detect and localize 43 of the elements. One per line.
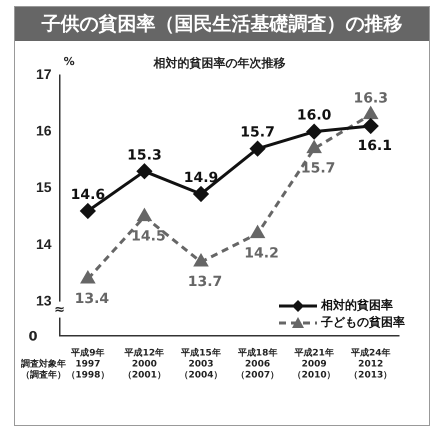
data-label: 15.7 [240, 124, 275, 141]
point [194, 186, 208, 202]
legend-label: 子どもの貧困率 [321, 314, 405, 331]
x-tick-label: 平成15年 2003 （2004） [179, 348, 223, 381]
y-tick-label: 13 [36, 292, 52, 308]
data-label: 13.7 [188, 274, 222, 290]
data-label: 16.3 [353, 90, 388, 107]
point [136, 164, 152, 179]
data-label: 14.5 [131, 228, 166, 245]
chart-subtitle: 相対的貧困率の年次推移 [152, 56, 286, 70]
x-tick-label: 平成24年 2012 （2013） [349, 348, 392, 381]
y-tick-label: 16 [36, 122, 52, 139]
point [307, 141, 321, 154]
chart-title: 子供の貧困率（国民生活基礎調査）の推移 [15, 7, 429, 41]
data-label: 14.9 [184, 170, 218, 186]
point [363, 118, 378, 134]
point [80, 203, 96, 218]
x-tick-label: 平成21年 2009 （2010） [292, 348, 336, 381]
x-tick-label: 平成12年 2000 （2001） [122, 348, 166, 381]
point [250, 141, 266, 156]
x-tick-label: 平成9年 1997 （1998） [66, 348, 110, 381]
data-label: 14.6 [70, 186, 106, 203]
point [81, 271, 95, 284]
data-label: 13.4 [74, 290, 110, 307]
x-axis-title: 調査対象年（調査年） [20, 358, 66, 381]
x-tick-label: 平成18年 2006 （2007） [236, 348, 280, 381]
y-tick-label: 17 [36, 66, 52, 82]
annotation: ≈ [54, 302, 66, 318]
point [250, 226, 264, 238]
legend-label: 相対的貧困率 [321, 297, 393, 314]
data-label: 15.3 [127, 147, 162, 164]
y-tick-label: 15 [36, 179, 52, 196]
text: 0 [28, 330, 38, 345]
data-label: 14.2 [244, 246, 279, 262]
y-axis-title: % [64, 55, 75, 68]
y-tick-label: 14 [36, 236, 52, 252]
point [138, 209, 152, 222]
point [306, 124, 322, 140]
data-label: 16.1 [357, 138, 392, 154]
point [364, 107, 378, 120]
data-label: 16.0 [296, 108, 332, 124]
point [194, 254, 208, 266]
data-label: 15.7 [300, 160, 336, 177]
